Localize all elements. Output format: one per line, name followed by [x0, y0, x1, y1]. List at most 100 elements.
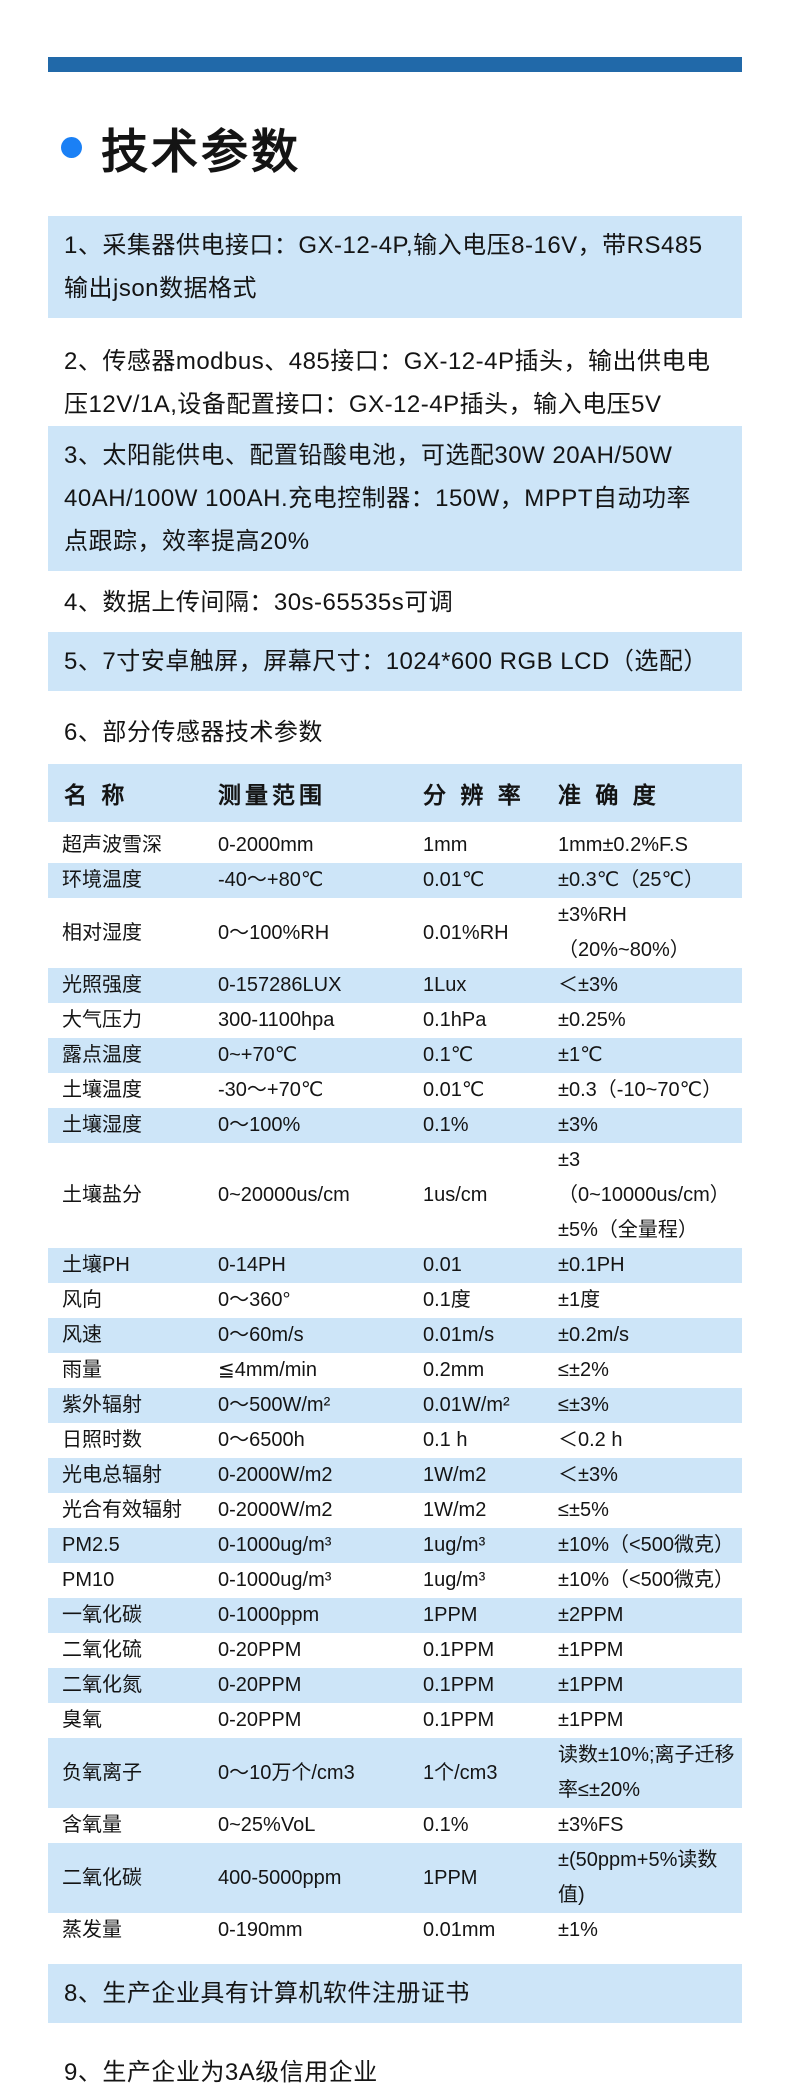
- cell-resolution: 1PPM: [423, 1604, 478, 1626]
- table-row: 蒸发量 0-190mm 0.01mm ±1%: [48, 1913, 742, 1948]
- spec-item-5: 5、7寸安卓触屏，屏幕尺寸：1024*600 RGB LCD（选配）: [48, 632, 742, 691]
- table-row: 相对湿度 0～100%RH 0.01%RH ±3%RH（20%~80%）: [48, 898, 742, 968]
- cell-range: 400-5000ppm: [218, 1866, 342, 1889]
- cell-resolution: 1W/m2: [423, 1499, 487, 1521]
- cell-range: 0～6500h: [218, 1429, 305, 1451]
- cell-range: 0～60m/s: [218, 1324, 304, 1346]
- cell-resolution: 1ug/m³: [423, 1569, 486, 1591]
- cell-resolution: 0.1PPM: [423, 1674, 495, 1696]
- cell-range: 0-1000ppm: [218, 1604, 320, 1626]
- cell-accuracy: ±1PPM: [558, 1674, 624, 1696]
- cell-resolution: 0.01℃: [423, 869, 485, 891]
- spec-item-8: 8、生产企业具有计算机软件注册证书: [48, 1964, 742, 2023]
- table-row: 土壤温度 -30～+70℃ 0.01℃ ±0.3（-10~70℃）: [48, 1073, 742, 1108]
- cell-accuracy: ±0.3℃（25℃）: [558, 869, 704, 891]
- top-accent-bar: [48, 57, 742, 72]
- cell-name: 相对湿度: [62, 921, 142, 944]
- cell-range: 0～10万个/cm3: [218, 1761, 355, 1784]
- cell-resolution: 1PPM: [423, 1866, 478, 1889]
- cell-range: 0～100%RH: [218, 921, 330, 944]
- cell-range: 0~20000us/cm: [218, 1184, 350, 1206]
- cell-accuracy: ≤±5%: [558, 1499, 609, 1521]
- cell-resolution: 0.1℃: [423, 1044, 474, 1066]
- cell-range: 0-14PH: [218, 1254, 286, 1276]
- cell-accuracy: ±10%（<500微克）: [558, 1534, 735, 1556]
- cell-name: 臭氧: [62, 1709, 102, 1731]
- cell-range: 0-2000W/m2: [218, 1499, 333, 1521]
- cell-resolution: 1ug/m³: [423, 1534, 486, 1556]
- cell-resolution: 0.1%: [423, 1114, 469, 1136]
- cell-name: 蒸发量: [62, 1919, 122, 1941]
- sensor-spec-table: 名 称 测量范围 分 辨 率 准 确 度 超声波雪深 0-2000mm 1mm 1mm…: [48, 764, 742, 1948]
- cell-name: PM2.5: [62, 1534, 120, 1556]
- cell-name: 土壤盐分: [62, 1184, 142, 1206]
- table-row: 土壤盐分 0~20000us/cm 1us/cm ±3（0~10000us/cm） ±…: [48, 1143, 742, 1248]
- cell-range: 0-20PPM: [218, 1709, 302, 1731]
- cell-resolution: 0.01%RH: [423, 921, 509, 944]
- cell-range: 0-20PPM: [218, 1674, 302, 1696]
- spec-item-3: 3、太阳能供电、配置铅酸电池，可选配30W 20AH/50W 40AH/100W…: [48, 426, 742, 571]
- cell-range: 0-1000ug/m³: [218, 1534, 332, 1556]
- column-header-range: 测量范围: [218, 782, 326, 808]
- cell-name: 环境温度: [62, 869, 142, 891]
- cell-resolution: 0.1hPa: [423, 1009, 487, 1031]
- spec-item-4: 4、数据上传间隔：30s-65535s可调: [64, 589, 454, 616]
- cell-accuracy: ±0.1PH: [558, 1254, 625, 1276]
- cell-name: 土壤湿度: [62, 1114, 142, 1136]
- table-row: PM10 0-1000ug/m³ 1ug/m³ ±10%（<500微克）: [48, 1563, 742, 1598]
- cell-range: 300-1100hpa: [218, 1009, 335, 1031]
- table-row: 负氧离子 0～10万个/cm3 1个/cm3 读数±10%;离子迁移 率≤±20%: [48, 1738, 742, 1808]
- cell-name: 紫外辐射: [62, 1394, 142, 1416]
- cell-accuracy: ±1%: [558, 1919, 598, 1941]
- spec-item-6: 6、部分传感器技术参数: [64, 719, 323, 746]
- cell-resolution: 0.1PPM: [423, 1709, 495, 1731]
- cell-accuracy: ＜±3%: [558, 1464, 618, 1486]
- cell-accuracy: ±0.3（-10~70℃）: [558, 1079, 723, 1101]
- spec-item-2: 2、传感器modbus、485接口：GX-12-4P插头，输出供电电 压12V/…: [64, 348, 711, 418]
- table-row: 露点温度 0~+70℃ 0.1℃ ±1℃: [48, 1038, 742, 1073]
- cell-accuracy: ±3%FS: [558, 1814, 624, 1836]
- table-row: 风速 0～60m/s 0.01m/s ±0.2m/s: [48, 1318, 742, 1353]
- cell-range: 0～500W/m²: [218, 1394, 331, 1416]
- cell-name: 土壤PH: [62, 1254, 130, 1276]
- cell-range: 0-2000W/m2: [218, 1464, 333, 1486]
- cell-accuracy: ±3%: [558, 1114, 598, 1136]
- cell-accuracy: ＜±3%: [558, 974, 618, 996]
- table-row: 含氧量 0~25%VoL 0.1% ±3%FS: [48, 1808, 742, 1843]
- cell-accuracy: 1mm±0.2%F.S: [558, 834, 688, 856]
- table-row: 臭氧 0-20PPM 0.1PPM ±1PPM: [48, 1703, 742, 1738]
- column-header-accuracy: 准 确 度: [558, 782, 660, 808]
- cell-name: 雨量: [62, 1359, 102, 1381]
- table-row: PM2.5 0-1000ug/m³ 1ug/m³ ±10%（<500微克）: [48, 1528, 742, 1563]
- table-row: 日照时数 0～6500h 0.1 h ＜0.2 h: [48, 1423, 742, 1458]
- cell-resolution: 0.2mm: [423, 1359, 485, 1381]
- column-header-name: 名 称: [64, 782, 129, 808]
- cell-accuracy: 读数±10%;离子迁移 率≤±20%: [558, 1744, 735, 1801]
- table-row: 二氧化碳 400-5000ppm 1PPM ±(50ppm+5%读数值): [48, 1843, 742, 1913]
- cell-accuracy: ≤±3%: [558, 1394, 609, 1416]
- cell-resolution: 1Lux: [423, 974, 467, 996]
- cell-accuracy: ±3（0~10000us/cm） ±5%（全量程）: [558, 1149, 730, 1241]
- table-row: 光合有效辐射 0-2000W/m2 1W/m2 ≤±5%: [48, 1493, 742, 1528]
- cell-name: 负氧离子: [62, 1761, 142, 1784]
- cell-name: 光照强度: [62, 974, 142, 996]
- cell-resolution: 1个/cm3: [423, 1761, 498, 1784]
- table-row: 超声波雪深 0-2000mm 1mm 1mm±0.2%F.S: [48, 828, 742, 863]
- spec-item-9: 9、生产企业为3A级信用企业: [64, 2059, 378, 2086]
- cell-name: 一氧化碳: [62, 1604, 142, 1626]
- cell-resolution: 0.01W/m²: [423, 1394, 510, 1416]
- spec-sheet: 技术参数 1、采集器供电接口：GX-12-4P,输入电压8-16V，带RS485…: [48, 57, 742, 2094]
- cell-name: 大气压力: [62, 1009, 142, 1031]
- cell-accuracy: ±1PPM: [558, 1709, 624, 1731]
- cell-resolution: 0.1%: [423, 1814, 469, 1836]
- column-header-resolution: 分 辨 率: [423, 782, 525, 808]
- cell-name: 露点温度: [62, 1044, 142, 1066]
- cell-range: 0～360°: [218, 1289, 291, 1311]
- table-row: 二氧化氮 0-20PPM 0.1PPM ±1PPM: [48, 1668, 742, 1703]
- cell-range: 0-2000mm: [218, 834, 314, 856]
- spec-item-1: 1、采集器供电接口：GX-12-4P,输入电压8-16V，带RS485 输出js…: [48, 216, 742, 318]
- cell-name: 日照时数: [62, 1429, 142, 1451]
- cell-accuracy: ±1PPM: [558, 1639, 624, 1661]
- cell-accuracy: ＜0.2 h: [558, 1429, 623, 1451]
- cell-name: 风速: [62, 1324, 102, 1346]
